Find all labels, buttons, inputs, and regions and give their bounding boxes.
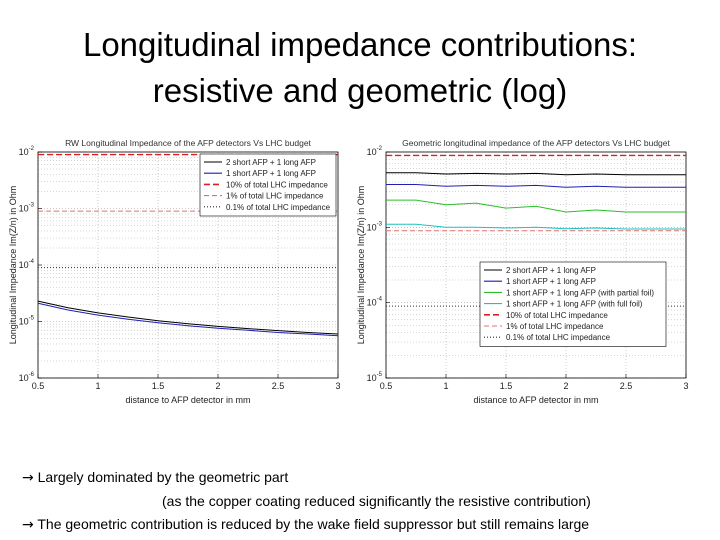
y-tick-label: 10-2 <box>19 146 35 157</box>
legend-box <box>199 153 337 217</box>
y-tick-label: 10-4 <box>19 259 35 270</box>
x-tick-label: 1.5 <box>500 381 513 391</box>
bullet-list: → Largely dominated by the geometric par… <box>22 466 712 537</box>
slide-title: Longitudinal impedance contributions: re… <box>0 22 720 114</box>
y-tick-label: 10-5 <box>19 316 35 327</box>
geometric-impedance-chart: Geometric longitudinal impedance of the … <box>356 138 689 405</box>
legend-label: 1 short AFP + 1 long AFP <box>226 169 316 178</box>
legend-label: 0.1% of total LHC impedance <box>226 203 331 212</box>
x-tick-label: 1 <box>443 381 448 391</box>
legend-label: 10% of total LHC impedance <box>226 180 328 189</box>
x-axis-label: distance to AFP detector in mm <box>474 395 599 405</box>
arrow-right-icon: → <box>22 517 34 533</box>
legend-label: 1 short AFP + 1 long AFP (with full foil… <box>506 300 643 309</box>
legend-label: 2 short AFP + 1 long AFP <box>506 266 596 275</box>
x-tick-label: 2.5 <box>272 381 285 391</box>
legend-label: 0.1% of total LHC impedance <box>506 333 611 342</box>
y-tick-label: 10-6 <box>19 372 35 383</box>
bullet-item: → The geometric contribution is reduced … <box>22 513 712 537</box>
bullet-text: (as the copper coating reduced significa… <box>162 493 591 509</box>
legend-label: 1% of total LHC impedance <box>226 192 324 201</box>
series-line <box>386 184 686 188</box>
x-tick-label: 0.5 <box>380 381 393 391</box>
y-axis-label: Longitudinal Impedance Im(Z/n) in Ohm <box>8 186 18 345</box>
series-line <box>386 199 686 213</box>
y-axis-label: Longitudinal Impedance Im(Z/n) in Ohm <box>356 186 366 345</box>
bullet-text: The geometric contribution is reduced by… <box>37 516 590 532</box>
legend-label: 1 short AFP + 1 long AFP <box>506 277 596 286</box>
y-tick-label: 10-2 <box>367 146 383 157</box>
bullet-item-continuation: (as the copper coating reduced significa… <box>22 490 712 513</box>
y-tick-label: 10-4 <box>367 297 383 308</box>
series-line <box>386 223 686 230</box>
plot-frame <box>385 151 687 379</box>
x-tick-label: 3 <box>335 381 340 391</box>
legend-label: 2 short AFP + 1 long AFP <box>226 158 316 167</box>
series-line <box>386 172 686 176</box>
bullet-text: Largely dominated by the geometric part <box>37 469 289 485</box>
y-tick-label: 10-5 <box>367 372 383 383</box>
x-tick-label: 0.5 <box>32 381 45 391</box>
arrow-right-icon: → <box>22 470 34 486</box>
legend-box <box>479 261 667 347</box>
x-tick-label: 1.5 <box>152 381 165 391</box>
slide-title-line-1: Longitudinal impedance contributions: <box>82 26 638 63</box>
y-tick-label: 10-3 <box>367 221 383 232</box>
x-axis-label: distance to AFP detector in mm <box>126 395 251 405</box>
x-tick-label: 2 <box>563 381 568 391</box>
bullet-item: → Largely dominated by the geometric par… <box>22 466 712 490</box>
x-tick-label: 2 <box>215 381 220 391</box>
series-line <box>37 300 339 335</box>
legend-label: 1 short AFP + 1 long AFP (with partial f… <box>506 288 654 297</box>
slide-title-line-2: resistive and geometric (log) <box>152 72 568 109</box>
series-line <box>37 302 339 337</box>
legend-label: 10% of total LHC impedance <box>506 311 608 320</box>
chart-title: Geometric longitudinal impedance of the … <box>402 138 670 148</box>
x-tick-label: 3 <box>683 381 688 391</box>
resistive-wall-impedance-chart: RW Longitudinal Impedance of the AFP det… <box>8 138 341 405</box>
x-tick-label: 2.5 <box>620 381 633 391</box>
legend-label: 1% of total LHC impedance <box>506 322 604 331</box>
x-tick-label: 1 <box>95 381 100 391</box>
chart-title: RW Longitudinal Impedance of the AFP det… <box>65 138 311 148</box>
y-tick-label: 10-3 <box>19 203 35 214</box>
